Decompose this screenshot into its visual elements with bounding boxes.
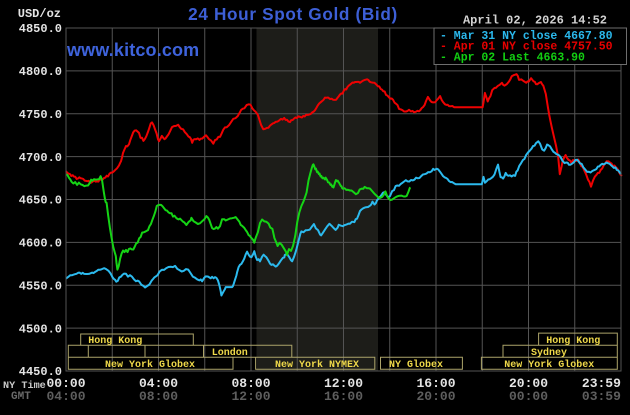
svg-text:- Mar 31 NY close 4667.80: - Mar 31 NY close 4667.80 — [440, 30, 613, 43]
svg-text:16:00: 16:00 — [324, 389, 363, 404]
svg-text:23:59: 23:59 — [582, 376, 621, 391]
svg-text:04:00: 04:00 — [139, 376, 178, 391]
svg-text:- Apr 02 Last 4663.90: - Apr 02 Last 4663.90 — [440, 52, 585, 65]
svg-text:New York Globex: New York Globex — [504, 359, 594, 371]
svg-text:4650.0: 4650.0 — [19, 194, 62, 208]
svg-text:00:00: 00:00 — [46, 376, 85, 391]
svg-text:www.kitco.com: www.kitco.com — [66, 40, 199, 60]
svg-text:New York Globex: New York Globex — [105, 359, 195, 371]
svg-text:08:00: 08:00 — [231, 376, 270, 391]
svg-text:NY Time: NY Time — [3, 380, 46, 392]
svg-text:London: London — [212, 347, 248, 359]
svg-text:New York NYMEX: New York NYMEX — [275, 359, 359, 371]
svg-text:12:00: 12:00 — [324, 376, 363, 391]
svg-text:20:00: 20:00 — [509, 376, 548, 391]
svg-text:4850.0: 4850.0 — [19, 22, 62, 36]
svg-text:April 02, 2026 14:52: April 02, 2026 14:52 — [463, 13, 607, 27]
svg-text:4600.0: 4600.0 — [19, 237, 62, 251]
svg-text:Hong Kong: Hong Kong — [88, 336, 142, 347]
svg-text:24 Hour Spot Gold (Bid): 24 Hour Spot Gold (Bid) — [188, 4, 398, 24]
svg-text:Sydney: Sydney — [531, 347, 567, 359]
svg-text:4750.0: 4750.0 — [19, 108, 62, 122]
svg-text:4550.0: 4550.0 — [19, 279, 62, 293]
svg-text:16:00: 16:00 — [416, 376, 455, 391]
svg-text:GMT: GMT — [11, 391, 31, 403]
svg-text:03:59: 03:59 — [582, 389, 621, 404]
svg-text:00:00: 00:00 — [509, 389, 548, 404]
svg-text:- Apr 01 NY close 4757.50: - Apr 01 NY close 4757.50 — [440, 41, 613, 54]
svg-text:4450.0: 4450.0 — [19, 365, 62, 379]
svg-text:NY Globex: NY Globex — [389, 359, 443, 371]
svg-text:20:00: 20:00 — [416, 389, 455, 404]
svg-text:12:00: 12:00 — [231, 389, 270, 404]
svg-text:4800.0: 4800.0 — [19, 65, 62, 79]
svg-text:04:00: 04:00 — [46, 389, 85, 404]
svg-text:4500.0: 4500.0 — [19, 322, 62, 336]
svg-text:USD/oz: USD/oz — [18, 7, 61, 21]
svg-text:Hong Kong: Hong Kong — [546, 336, 600, 347]
svg-text:4700.0: 4700.0 — [19, 151, 62, 165]
svg-text:08:00: 08:00 — [139, 389, 178, 404]
